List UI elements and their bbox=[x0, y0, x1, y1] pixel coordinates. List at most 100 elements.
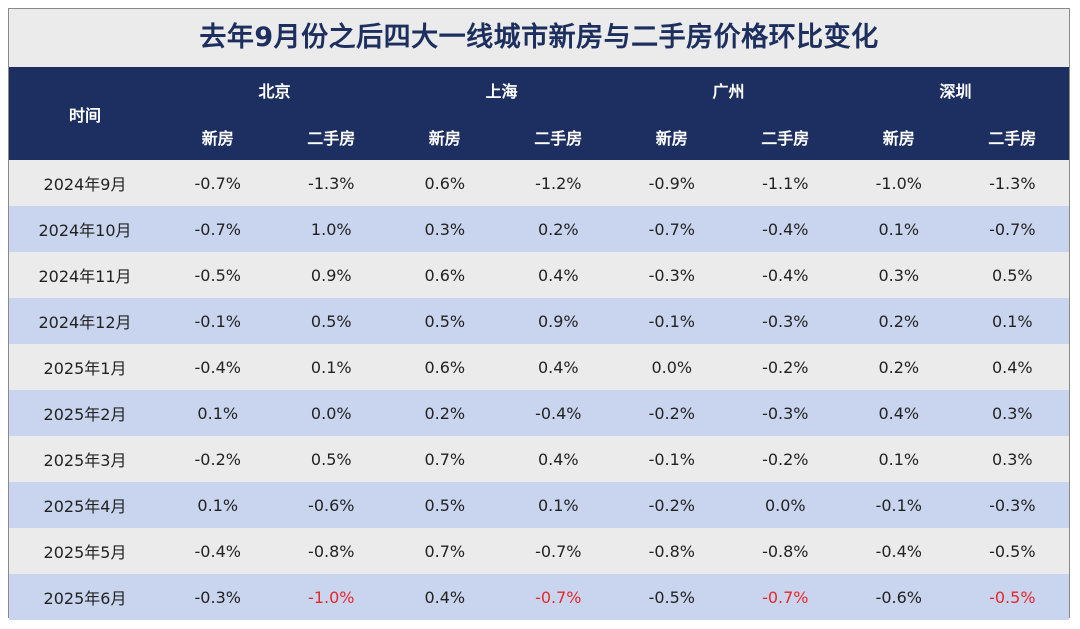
value-cell: 0.1% bbox=[842, 206, 956, 252]
table-row: 2024年10月 -0.7% 1.0% 0.3% 0.2% -0.7% -0.4% 0.1% -… bbox=[9, 206, 1070, 252]
value-cell: 0.0% bbox=[274, 390, 389, 436]
header-type-new: 新房 bbox=[388, 113, 502, 160]
value-cell: -0.7% bbox=[501, 574, 616, 620]
value-cell: -0.6% bbox=[274, 482, 389, 528]
value-cell: 0.5% bbox=[274, 298, 389, 344]
value-cell: 0.9% bbox=[274, 252, 389, 298]
value-cell: 0.1% bbox=[161, 390, 275, 436]
value-cell: -0.3% bbox=[161, 574, 275, 620]
value-cell: -1.3% bbox=[274, 160, 389, 206]
value-cell: 0.2% bbox=[842, 298, 956, 344]
value-cell: -0.3% bbox=[615, 252, 729, 298]
table-row: 2025年2月 0.1% 0.0% 0.2% -0.4% -0.2% -0.3% 0.4% 0.… bbox=[9, 390, 1070, 436]
value-cell: -0.3% bbox=[728, 390, 843, 436]
row-time-cell: 2024年10月 bbox=[9, 206, 161, 252]
value-cell: -0.5% bbox=[955, 528, 1070, 574]
value-cell: -0.4% bbox=[842, 528, 956, 574]
value-cell: 0.6% bbox=[388, 344, 502, 390]
value-cell: 0.6% bbox=[388, 160, 502, 206]
value-cell: 0.3% bbox=[842, 252, 956, 298]
value-cell: 0.5% bbox=[274, 436, 389, 482]
header-type-new: 新房 bbox=[161, 113, 275, 160]
table-row: 2025年6月 -0.3% -1.0% 0.4% -0.7% -0.5% -0.7% -0.6… bbox=[9, 574, 1070, 620]
value-cell: -0.5% bbox=[161, 252, 275, 298]
row-time-cell: 2025年5月 bbox=[9, 528, 161, 574]
value-cell: -0.8% bbox=[728, 528, 843, 574]
header-type-resale: 二手房 bbox=[501, 113, 616, 160]
value-cell: -0.2% bbox=[615, 482, 729, 528]
value-cell: -0.7% bbox=[728, 574, 843, 620]
value-cell: 0.4% bbox=[842, 390, 956, 436]
table-header: 时间 北京 上海 广州 深圳 新房 二手房 新房 二手房 新房 二手房 新房 二… bbox=[9, 67, 1070, 160]
value-cell: 0.7% bbox=[388, 528, 502, 574]
value-cell: -0.2% bbox=[728, 344, 843, 390]
row-time-cell: 2025年6月 bbox=[9, 574, 161, 620]
value-cell: -0.1% bbox=[161, 298, 275, 344]
header-time: 时间 bbox=[9, 67, 161, 160]
value-cell: 0.3% bbox=[955, 390, 1070, 436]
value-cell: 0.0% bbox=[728, 482, 843, 528]
value-cell: -0.7% bbox=[161, 206, 275, 252]
value-cell: -0.6% bbox=[842, 574, 956, 620]
table-row: 2024年12月 -0.1% 0.5% 0.5% 0.9% -0.1% -0.3% 0.2% 0… bbox=[9, 298, 1070, 344]
value-cell: 0.1% bbox=[842, 436, 956, 482]
header-type-new: 新房 bbox=[842, 113, 956, 160]
value-cell: 0.5% bbox=[955, 252, 1070, 298]
value-cell: 0.2% bbox=[388, 390, 502, 436]
value-cell: 0.5% bbox=[388, 298, 502, 344]
value-cell: -0.8% bbox=[615, 528, 729, 574]
value-cell: -0.4% bbox=[161, 344, 275, 390]
value-cell: -0.9% bbox=[615, 160, 729, 206]
value-cell: -0.8% bbox=[274, 528, 389, 574]
header-type-resale: 二手房 bbox=[274, 113, 389, 160]
value-cell: 0.9% bbox=[501, 298, 616, 344]
value-cell: 0.2% bbox=[501, 206, 616, 252]
table-title: 去年9月份之后四大一线城市新房与二手房价格环比变化 bbox=[9, 9, 1069, 67]
value-cell: 0.4% bbox=[955, 344, 1070, 390]
value-cell: 0.5% bbox=[388, 482, 502, 528]
table-body: 2024年9月 -0.7% -1.3% 0.6% -1.2% -0.9% -1.1% -1.0… bbox=[9, 160, 1070, 620]
value-cell: -0.1% bbox=[615, 436, 729, 482]
value-cell: 0.4% bbox=[501, 436, 616, 482]
value-cell: 0.4% bbox=[501, 252, 616, 298]
value-cell: -0.2% bbox=[615, 390, 729, 436]
value-cell: -1.3% bbox=[955, 160, 1070, 206]
value-cell: -0.4% bbox=[501, 390, 616, 436]
header-city-guangzhou: 广州 bbox=[615, 67, 843, 113]
value-cell: -0.1% bbox=[615, 298, 729, 344]
table-row: 2025年3月 -0.2% 0.5% 0.7% 0.4% -0.1% -0.2% 0.1% 0.… bbox=[9, 436, 1070, 482]
value-cell: -0.4% bbox=[161, 528, 275, 574]
header-city-shenzhen: 深圳 bbox=[842, 67, 1070, 113]
row-time-cell: 2024年9月 bbox=[9, 160, 161, 206]
value-cell: 0.3% bbox=[388, 206, 502, 252]
row-time-cell: 2025年4月 bbox=[9, 482, 161, 528]
price-change-table: 时间 北京 上海 广州 深圳 新房 二手房 新房 二手房 新房 二手房 新房 二… bbox=[9, 67, 1070, 620]
header-type-resale: 二手房 bbox=[955, 113, 1070, 160]
value-cell: 0.2% bbox=[842, 344, 956, 390]
value-cell: -0.7% bbox=[161, 160, 275, 206]
value-cell: -0.2% bbox=[728, 436, 843, 482]
value-cell: 0.1% bbox=[274, 344, 389, 390]
table-frame: 去年9月份之后四大一线城市新房与二手房价格环比变化 时间 北京 上海 广州 深圳… bbox=[8, 8, 1070, 620]
row-time-cell: 2024年11月 bbox=[9, 252, 161, 298]
table-row: 2024年11月 -0.5% 0.9% 0.6% 0.4% -0.3% -0.4% 0.3% 0… bbox=[9, 252, 1070, 298]
header-city-beijing: 北京 bbox=[161, 67, 389, 113]
row-time-cell: 2025年3月 bbox=[9, 436, 161, 482]
value-cell: -0.5% bbox=[615, 574, 729, 620]
value-cell: -0.7% bbox=[501, 528, 616, 574]
header-type-new: 新房 bbox=[615, 113, 729, 160]
table-row: 2025年5月 -0.4% -0.8% 0.7% -0.7% -0.8% -0.8% -0.4… bbox=[9, 528, 1070, 574]
value-cell: -0.4% bbox=[728, 252, 843, 298]
value-cell: -1.1% bbox=[728, 160, 843, 206]
value-cell: 1.0% bbox=[274, 206, 389, 252]
value-cell: 0.1% bbox=[955, 298, 1070, 344]
value-cell: -1.0% bbox=[274, 574, 389, 620]
value-cell: 0.1% bbox=[501, 482, 616, 528]
table-row: 2025年4月 0.1% -0.6% 0.5% 0.1% -0.2% 0.0% -0.1% -0… bbox=[9, 482, 1070, 528]
table-row: 2024年9月 -0.7% -1.3% 0.6% -1.2% -0.9% -1.1% -1.0… bbox=[9, 160, 1070, 206]
value-cell: -0.5% bbox=[955, 574, 1070, 620]
value-cell: -0.1% bbox=[842, 482, 956, 528]
value-cell: 0.6% bbox=[388, 252, 502, 298]
row-time-cell: 2024年12月 bbox=[9, 298, 161, 344]
value-cell: 0.3% bbox=[955, 436, 1070, 482]
